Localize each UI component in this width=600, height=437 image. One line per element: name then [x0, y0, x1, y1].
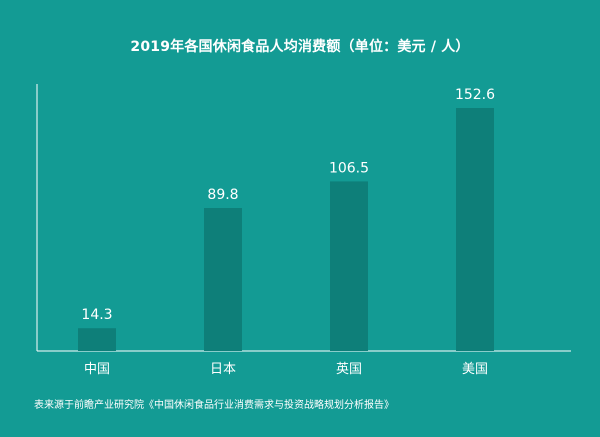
bar-3 [456, 108, 494, 351]
category-label-1: 日本 [210, 362, 236, 377]
bar-0 [78, 328, 116, 351]
category-label-0: 中国 [84, 362, 110, 377]
bar-series: 14.3 中国 89.8 日本 106.5 英国 152.6 美国 [78, 87, 495, 377]
category-label-3: 美国 [462, 362, 488, 377]
value-label-0: 14.3 [81, 307, 112, 323]
chart-title: 2019年各国休闲食品人均消费额（单位：美元 / 人） [130, 39, 470, 55]
value-label-3: 152.6 [455, 87, 495, 103]
bar-2 [330, 181, 368, 351]
source-note: 表来源于前瞻产业研究院《中国休闲食品行业消费需求与投资战略规划分析报告》 [34, 400, 394, 411]
value-label-1: 89.8 [207, 187, 238, 203]
category-label-2: 英国 [336, 362, 362, 377]
value-label-2: 106.5 [329, 160, 369, 176]
bar-1 [204, 208, 242, 351]
